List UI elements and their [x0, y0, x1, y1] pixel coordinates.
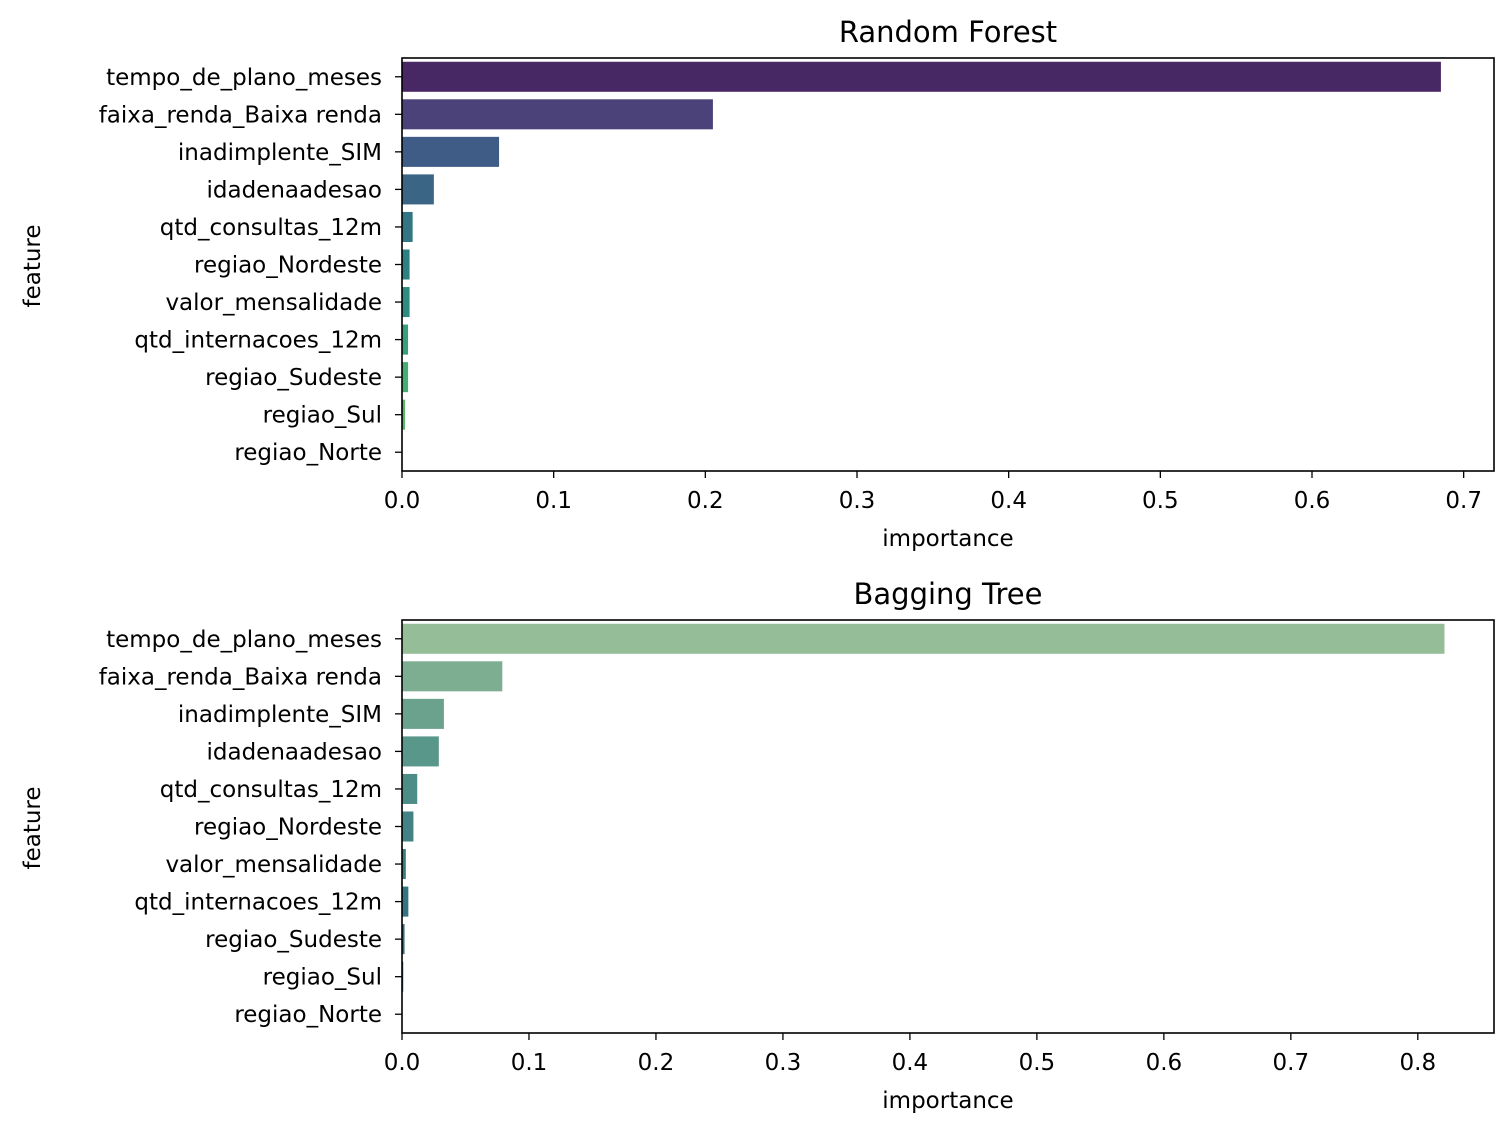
bar-tempo-de-plano-meses — [402, 623, 1445, 654]
y-tick-label: regiao_Sudeste — [205, 927, 382, 953]
x-tick-label: 0.1 — [511, 1050, 548, 1076]
chart-bagging-tree: Bagging Tree tempo_de_plano_meses faixa_re… — [20, 577, 1495, 1114]
plot-frame — [401, 619, 1495, 1034]
y-tick-label: faixa_renda_Baixa renda — [99, 102, 382, 128]
y-tick-label: regiao_Nordeste — [194, 253, 382, 279]
x-tick-label: 0.6 — [1146, 1050, 1183, 1076]
bar-valor-mensalidade — [402, 287, 410, 318]
x-tick-label: 0.2 — [687, 488, 724, 514]
chart-title: Bagging Tree — [854, 577, 1043, 611]
bar-inadimplente-sim — [402, 698, 444, 729]
y-tick-label: qtd_internacoes_12m — [134, 890, 382, 916]
plot-frame — [401, 57, 1495, 472]
x-tick-label: 0.5 — [1019, 1050, 1056, 1076]
chart-title: Random Forest — [839, 15, 1057, 49]
bar-qtd-internacoes-12m — [402, 324, 409, 355]
bar-faixa-renda-baixa-renda — [402, 99, 713, 130]
bar-qtd-consultas-12m — [402, 773, 418, 804]
bar-regiao-nordeste — [402, 811, 414, 842]
y-axis-label: feature — [20, 224, 46, 307]
y-tick-label: regiao_Nordeste — [194, 815, 382, 841]
x-tick-label: 0.4 — [892, 1050, 929, 1076]
bar-qtd-internacoes-12m — [402, 886, 409, 917]
y-tick-label: tempo_de_plano_meses — [106, 65, 382, 91]
y-tick-label: regiao_Sudeste — [205, 365, 382, 391]
y-axis-label: feature — [20, 786, 46, 869]
bar-tempo-de-plano-meses — [402, 61, 1441, 92]
y-tick-label: faixa_renda_Baixa renda — [99, 664, 382, 690]
x-tick-label: 0.5 — [1142, 488, 1179, 514]
y-tick-label: regiao_Norte — [234, 1002, 382, 1028]
bar-idadenaadesao — [402, 174, 434, 205]
bar-idadenaadesao — [402, 736, 439, 767]
chart-random-forest: Random Forest tempo_de_plano_meses faixa_r… — [20, 15, 1495, 552]
bar-regiao-sudeste — [402, 362, 409, 393]
y-tick-label: regiao_Sul — [263, 965, 382, 991]
x-tick-label: 0.0 — [384, 1050, 421, 1076]
x-axis-label: importance — [882, 526, 1013, 552]
x-tick-label: 0.6 — [1294, 488, 1331, 514]
bar-qtd-consultas-12m — [402, 211, 413, 242]
bar-regiao-sul — [402, 399, 406, 430]
x-tick-label: 0.7 — [1273, 1050, 1310, 1076]
y-tick-label: qtd_internacoes_12m — [134, 328, 382, 354]
x-tick-label: 0.8 — [1400, 1050, 1437, 1076]
y-tick-label: inadimplente_SIM — [178, 140, 382, 166]
bar-inadimplente-sim — [402, 136, 500, 167]
y-tick-label: valor_mensalidade — [165, 852, 382, 878]
x-tick-label: 0.7 — [1445, 488, 1482, 514]
x-tick-label: 0.3 — [765, 1050, 802, 1076]
x-axis-label: importance — [882, 1088, 1013, 1114]
x-tick-label: 0.2 — [638, 1050, 675, 1076]
y-tick-label: inadimplente_SIM — [178, 702, 382, 728]
y-tick-label: tempo_de_plano_meses — [106, 627, 382, 653]
y-tick-label: regiao_Norte — [234, 440, 382, 466]
bar-regiao-nordeste — [402, 249, 410, 280]
x-tick-label: 0.1 — [535, 488, 572, 514]
y-tick-label: qtd_consultas_12m — [160, 215, 382, 241]
bar-regiao-sudeste — [402, 924, 405, 955]
x-tick-label: 0.0 — [384, 488, 421, 514]
x-tick-label: 0.3 — [839, 488, 876, 514]
y-tick-label: valor_mensalidade — [165, 290, 382, 316]
y-tick-label: qtd_consultas_12m — [160, 777, 382, 803]
bar-valor-mensalidade — [402, 849, 406, 880]
bar-faixa-renda-baixa-renda — [402, 661, 503, 692]
y-tick-label: idadenaadesao — [207, 739, 383, 765]
y-tick-label: idadenaadesao — [207, 177, 383, 203]
y-tick-label: regiao_Sul — [263, 403, 382, 429]
x-tick-label: 0.4 — [990, 488, 1027, 514]
